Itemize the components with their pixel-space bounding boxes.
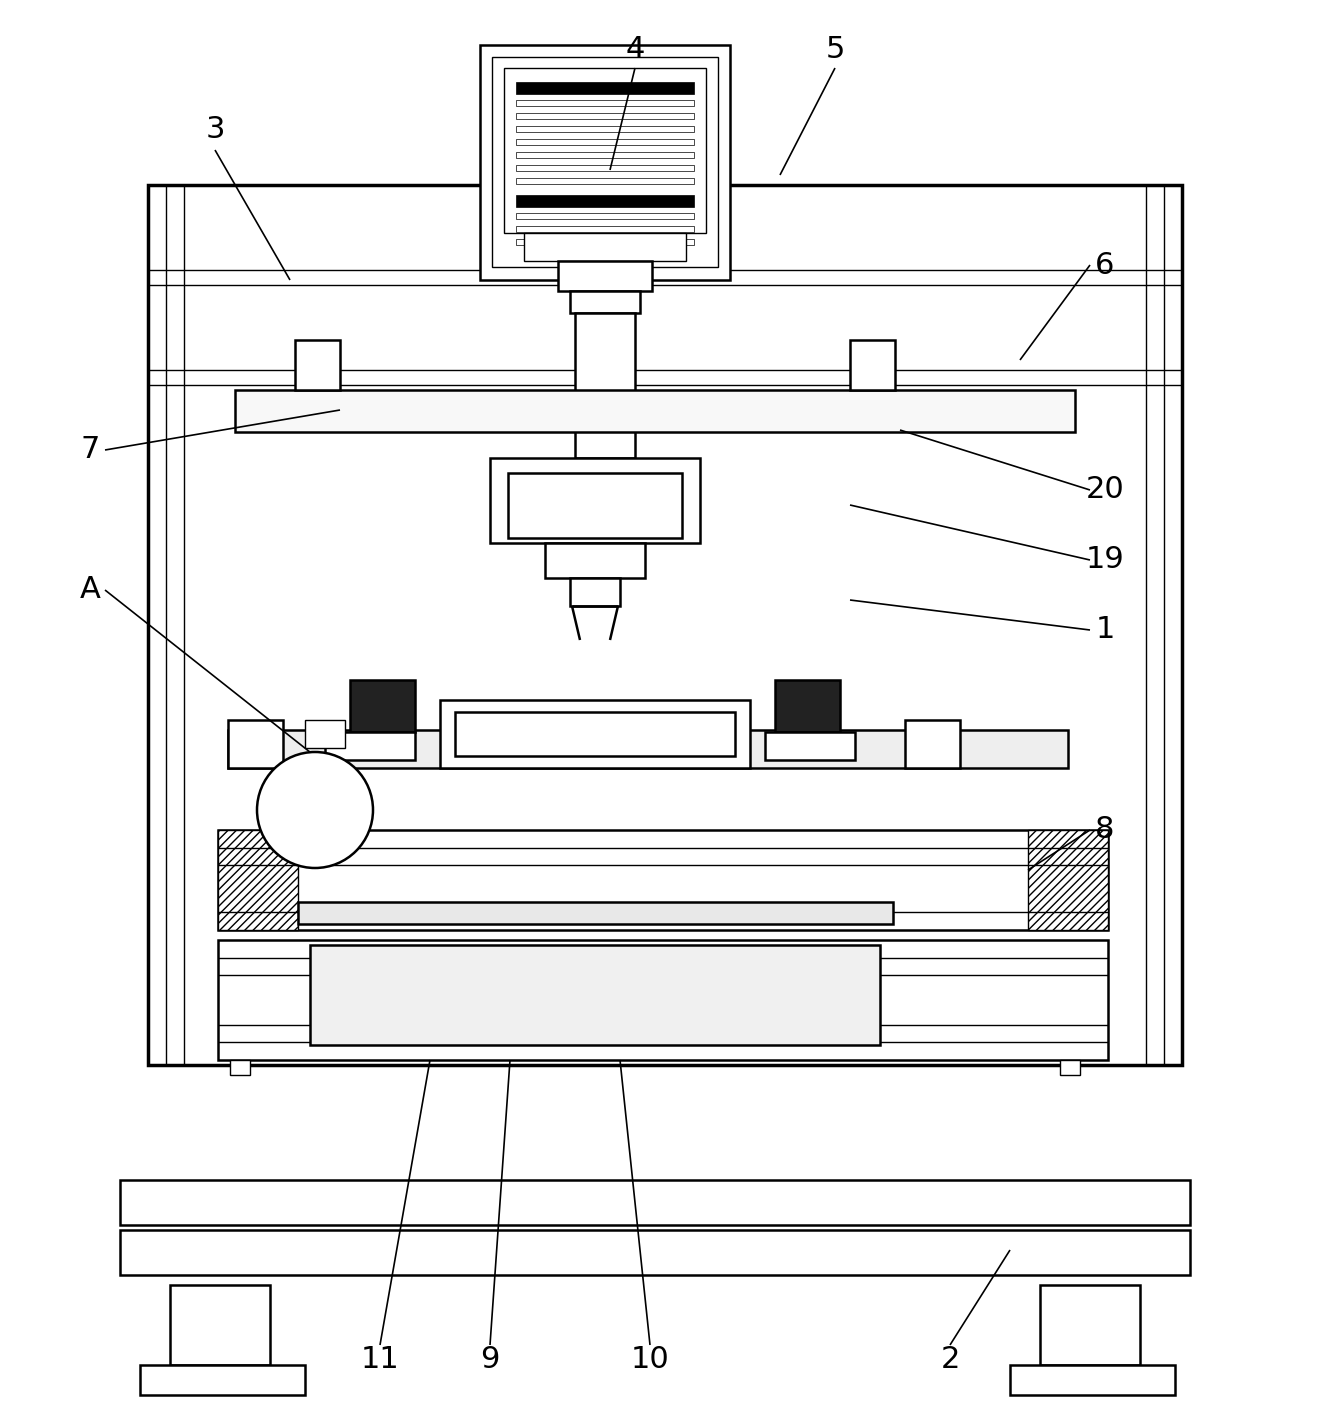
Bar [350,680,415,732]
Bar [298,902,892,924]
Bar [516,82,694,94]
Bar [492,57,718,267]
Bar [524,233,686,261]
Bar [516,238,694,245]
Bar [516,213,694,219]
Text: 9: 9 [480,1345,500,1375]
Text: 7: 7 [80,436,100,464]
Bar [559,261,652,291]
Bar [516,99,694,106]
Bar [904,719,960,768]
Bar [516,177,694,184]
Text: 19: 19 [1085,545,1124,575]
Text: 6: 6 [1096,251,1115,280]
Text: 2: 2 [940,1345,960,1375]
Bar [545,543,645,578]
Bar [227,729,1068,768]
Text: 20: 20 [1085,475,1124,505]
Bar [440,700,750,768]
Bar [516,226,694,231]
Text: 1: 1 [1096,616,1115,644]
Bar [295,341,340,390]
Bar [218,939,1108,1060]
Bar [489,458,700,543]
Text: 10: 10 [630,1345,669,1375]
Bar [1009,1365,1174,1395]
Bar [516,126,694,132]
Bar [455,712,735,756]
Bar [170,1286,270,1365]
Bar [765,732,855,761]
Bar [120,1230,1190,1276]
Bar [218,830,1108,929]
Bar [508,473,682,538]
Text: 5: 5 [826,35,845,64]
Bar [1040,1286,1140,1365]
Bar [1060,1060,1080,1076]
Bar [775,680,841,732]
Text: A: A [80,576,101,604]
Circle shape [257,752,372,868]
Text: 4: 4 [625,35,645,64]
Bar [1028,830,1108,929]
Bar [571,291,640,314]
Bar [230,1060,250,1076]
Bar [310,945,880,1044]
Bar [325,732,415,761]
Bar [218,830,298,929]
Bar [575,314,634,458]
Bar [504,68,706,233]
Bar [480,45,730,280]
Bar [120,1181,1190,1225]
Bar [516,165,694,172]
Bar [516,139,694,145]
Bar [516,114,694,119]
Bar [571,578,620,606]
Bar [227,719,283,768]
Bar [516,194,694,207]
Text: 8: 8 [1095,816,1115,844]
Text: 3: 3 [205,115,225,145]
Bar [235,390,1075,431]
Bar [516,152,694,158]
Bar [305,719,344,748]
Bar [148,184,1182,1066]
Bar [140,1365,305,1395]
Text: 11: 11 [360,1345,399,1375]
Bar [850,341,895,390]
